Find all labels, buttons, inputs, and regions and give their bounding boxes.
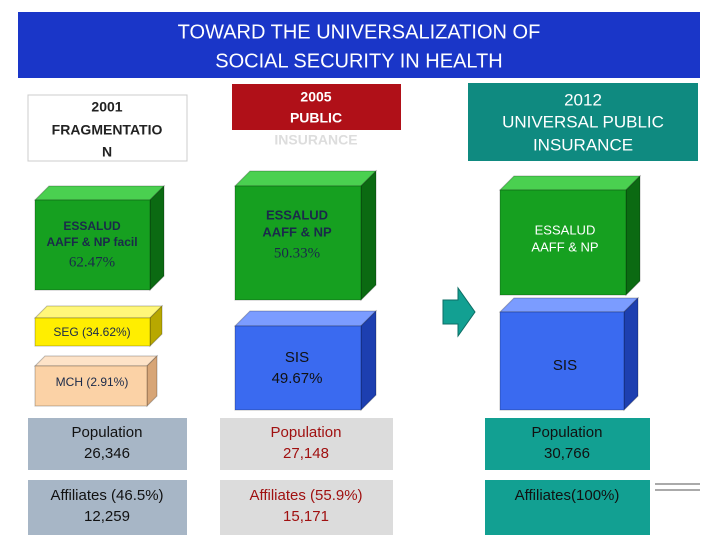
box-text: MCH (2.91%) <box>56 375 129 389</box>
affiliates-box <box>485 480 650 535</box>
essalud-box-top <box>233 170 378 187</box>
box-text: ESSALUD <box>63 219 121 233</box>
header-text: INSURANCE <box>533 135 633 154</box>
affiliates-text: Affiliates (46.5%) <box>50 487 163 504</box>
essalud-box <box>34 199 151 291</box>
affiliates-text: Affiliates (55.9%) <box>249 487 362 504</box>
box-text: SIS <box>285 349 309 366</box>
header-text: FRAGMENTATIO <box>52 122 163 138</box>
population-text: Population <box>72 424 143 441</box>
affiliates-box <box>220 480 393 535</box>
population-text: Population <box>271 424 342 441</box>
title-line: TOWARD THE UNIVERSALIZATION OF <box>178 21 541 43</box>
title-line: SOCIAL SECURITY IN HEALTH <box>215 50 502 72</box>
box-text: 62.47% <box>69 254 115 270</box>
header-text: 2001 <box>91 99 122 115</box>
header-box <box>468 83 698 161</box>
essalud-box <box>499 189 627 296</box>
population-text: 30,766 <box>544 445 590 462</box>
essalud-box-top <box>33 185 166 201</box>
population-text: Population <box>532 424 603 441</box>
mch-box <box>34 365 148 407</box>
box-text: 49.67% <box>272 370 323 387</box>
sis-box-top <box>233 310 378 327</box>
title-bar <box>18 12 700 78</box>
seg-box <box>34 317 151 347</box>
box-text: AAFF & NP facil <box>46 235 137 249</box>
box-text: ESSALUD <box>535 222 596 237</box>
header-text: PUBLIC <box>290 110 342 126</box>
header-text: N <box>102 144 112 160</box>
box-text: ESSALUD <box>266 207 328 222</box>
box-text: AAFF & NP <box>531 239 598 254</box>
essalud-box-side <box>625 174 641 297</box>
population-text: 26,346 <box>84 445 130 462</box>
sis-box <box>234 325 362 411</box>
header-box <box>232 84 401 130</box>
affiliates-text: 15,171 <box>283 508 329 525</box>
essalud-box <box>234 185 362 301</box>
population-text: 27,148 <box>283 445 329 462</box>
arrow <box>442 286 476 338</box>
header-text: INSURANCE <box>274 132 357 148</box>
population-box <box>485 418 650 470</box>
essalud-box-side <box>149 184 165 292</box>
essalud-box-top <box>498 175 642 191</box>
header-text: UNIVERSAL PUBLIC <box>502 112 664 131</box>
box-text: AAFF & NP <box>262 224 332 239</box>
box-text: 50.33% <box>274 245 320 261</box>
sis-box-top <box>498 297 640 313</box>
affiliates-text: Affiliates(100%) <box>515 487 620 504</box>
box-text: SEG (34.62%) <box>53 325 130 339</box>
sis-box-side <box>623 296 639 412</box>
population-box <box>28 418 187 470</box>
header-text: 2005 <box>300 89 331 105</box>
affiliates-box <box>28 480 187 535</box>
essalud-box-side <box>360 169 377 302</box>
box-text: SIS <box>553 357 577 374</box>
seg-box-top <box>33 305 164 319</box>
sis-box-side <box>360 309 377 412</box>
mch-box-top <box>33 355 159 367</box>
sis-box <box>499 311 625 411</box>
header-box <box>27 94 188 162</box>
header-text: 2012 <box>564 90 602 109</box>
affiliates-text: 12,259 <box>84 508 130 525</box>
population-box <box>220 418 393 470</box>
